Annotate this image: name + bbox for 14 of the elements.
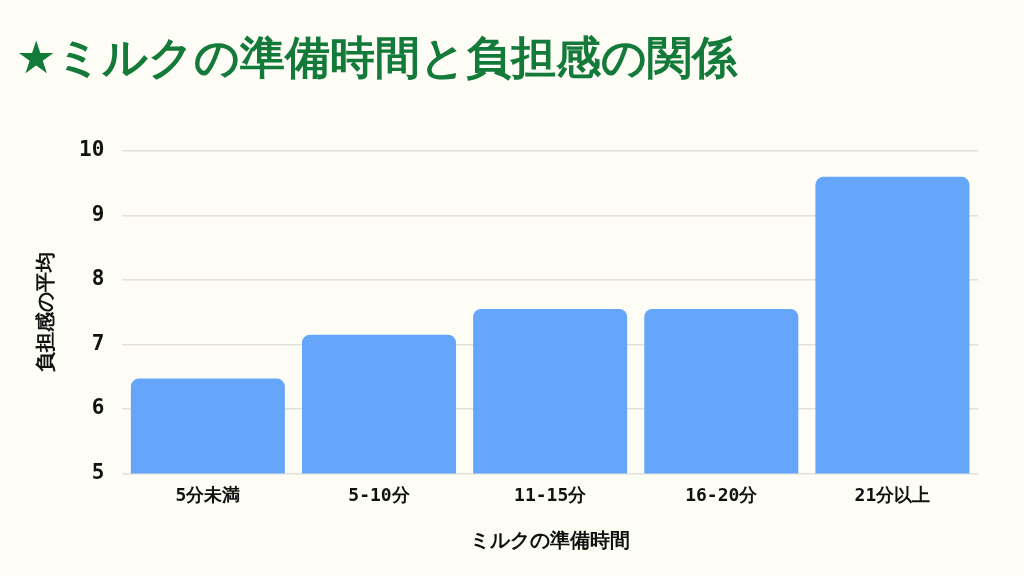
y-tick-label: 8 bbox=[91, 266, 105, 291]
chart-title: ★ミルクの準備時間と負担感の関係 bbox=[16, 30, 739, 84]
y-tick-label: 10 bbox=[78, 137, 105, 162]
y-tick-label: 9 bbox=[91, 201, 105, 226]
x-tick-label: 16-20分 bbox=[685, 483, 759, 505]
y-tick-label: 7 bbox=[91, 330, 105, 355]
x-axis-title: ミルクの準備時間 bbox=[470, 528, 631, 553]
x-tick-label: 11-15分 bbox=[514, 483, 588, 505]
x-tick-label: 21分以上 bbox=[854, 483, 931, 505]
x-tick-label: 5分未満 bbox=[175, 483, 241, 505]
y-tick-label: 5 bbox=[91, 459, 105, 484]
x-tick-label: 5-10分 bbox=[348, 483, 411, 505]
y-tick-label: 6 bbox=[91, 395, 105, 420]
y-axis-title: 負担感の平均 bbox=[33, 252, 58, 373]
